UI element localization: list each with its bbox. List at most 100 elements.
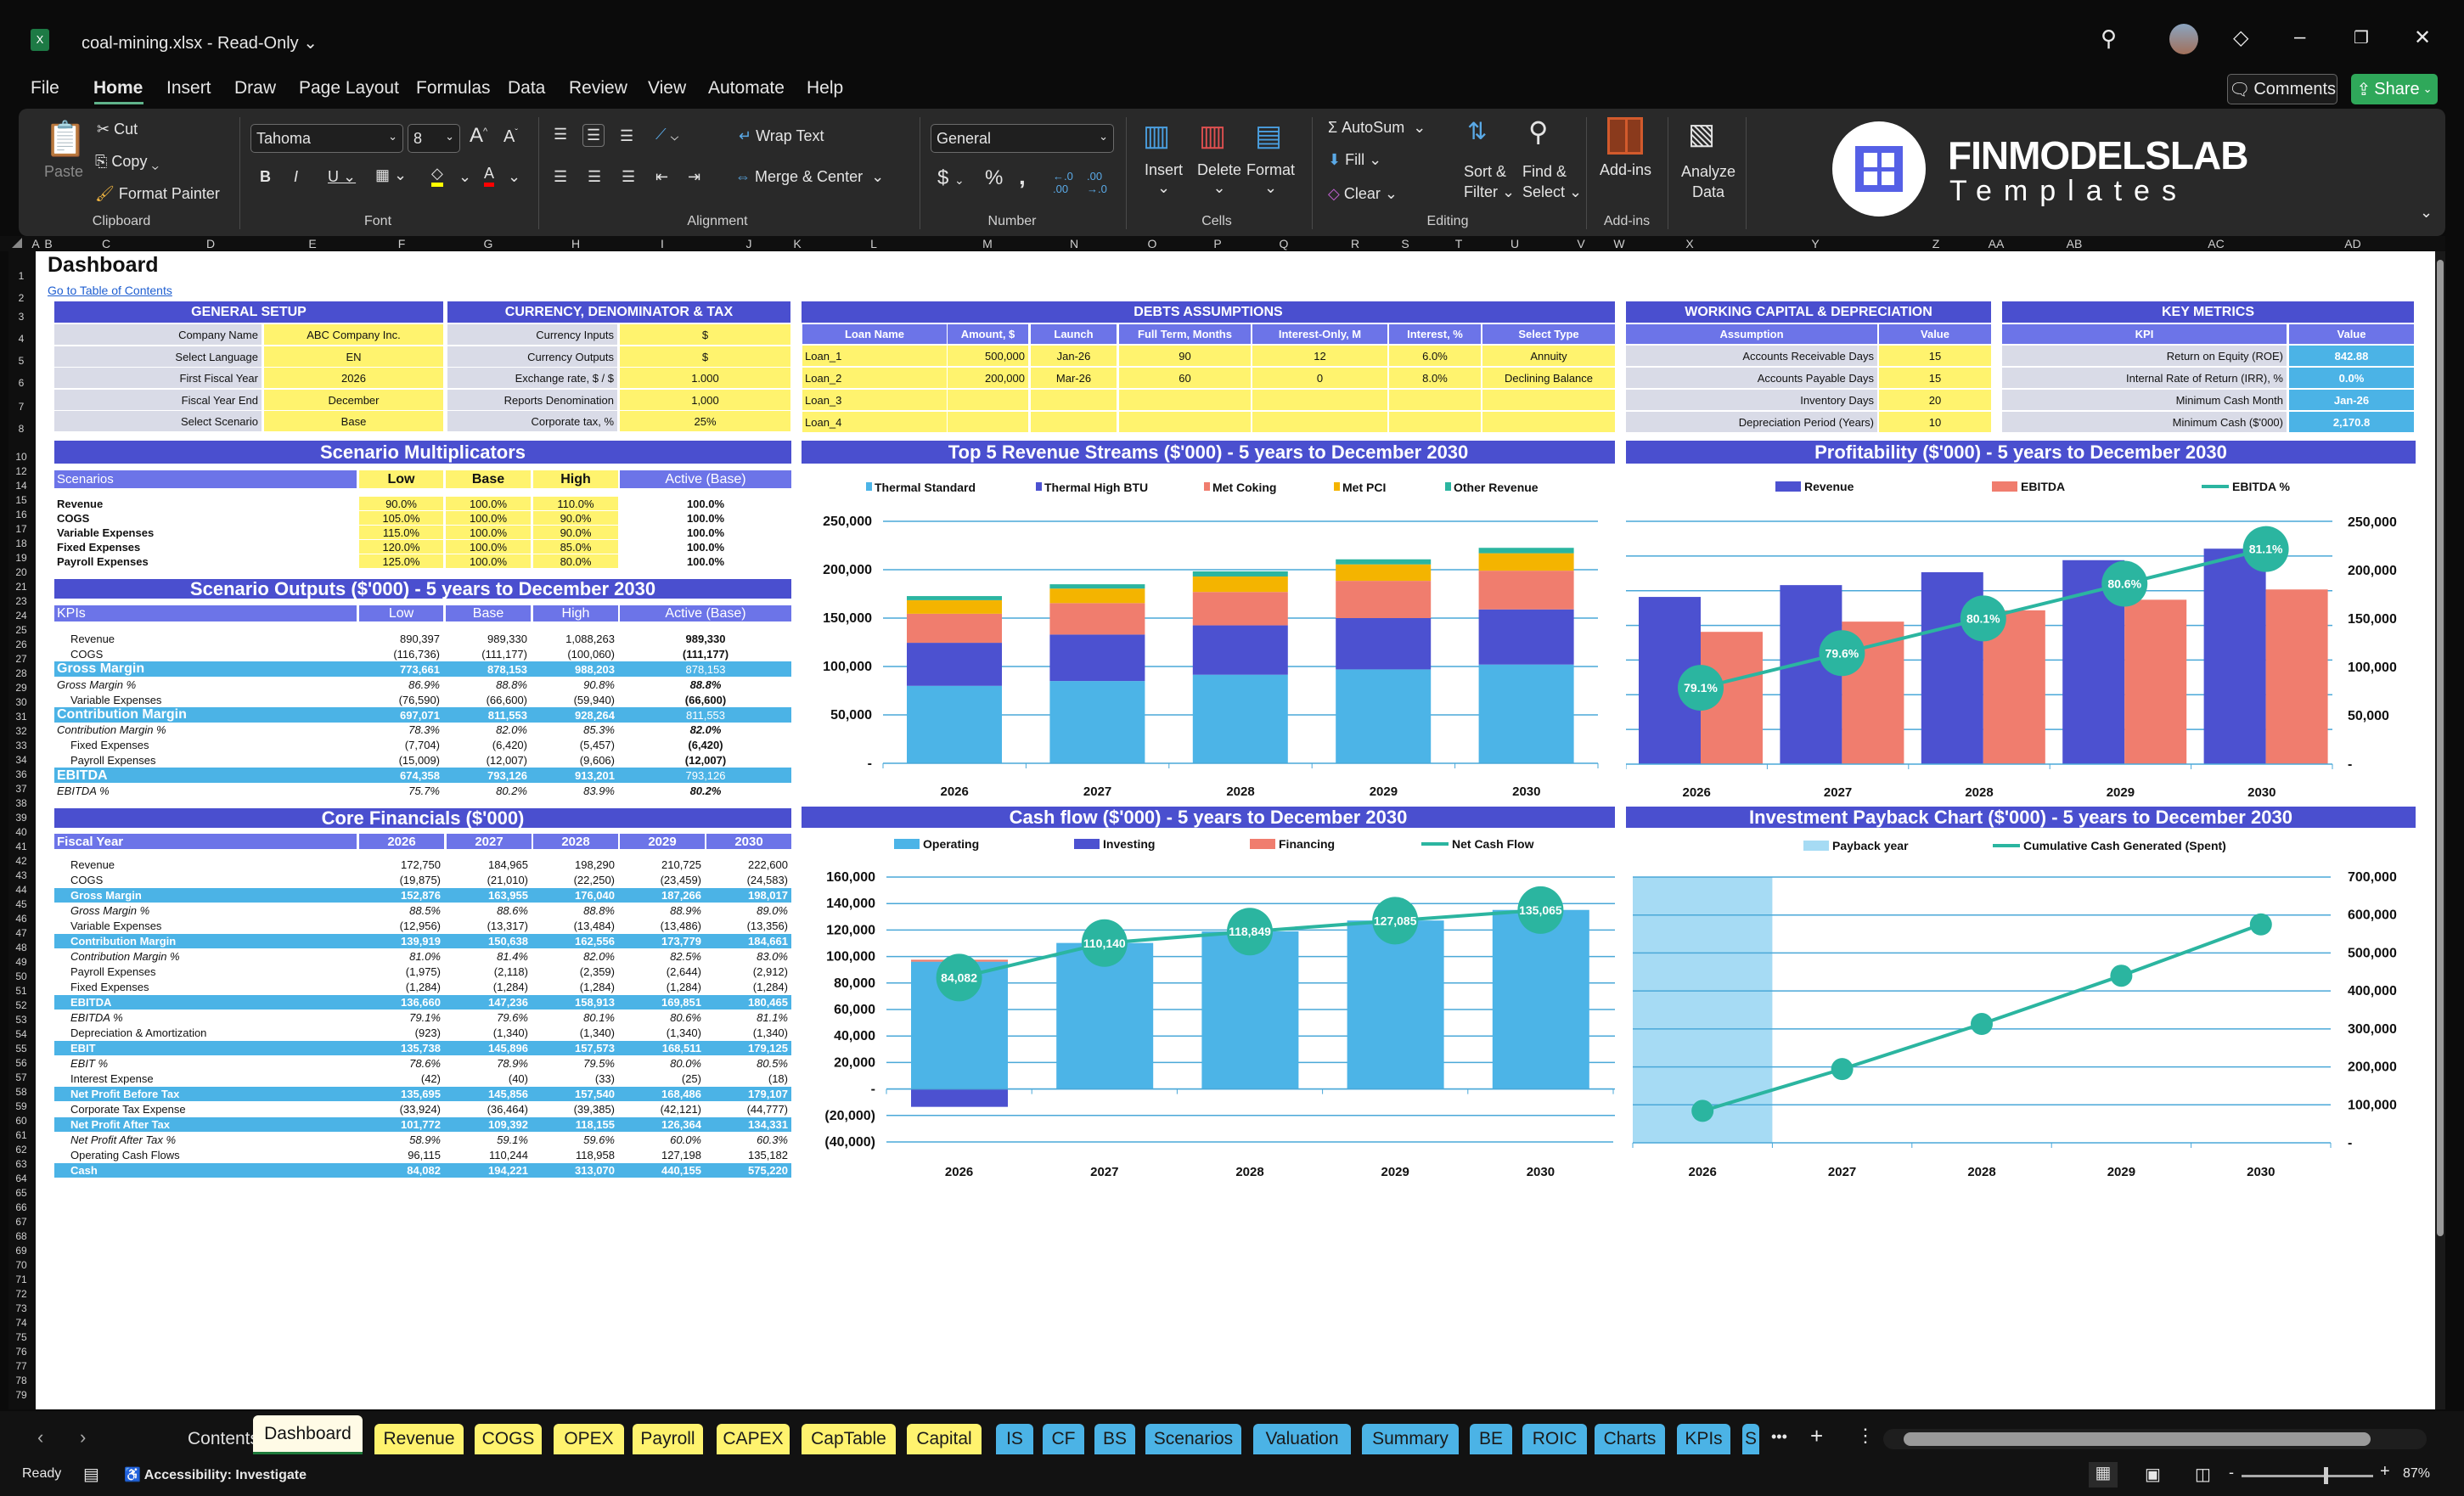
multiplier-value[interactable]: 100.0%: [446, 497, 531, 510]
debts-cell[interactable]: 8.0%: [1389, 368, 1481, 388]
column-header[interactable]: I: [661, 237, 664, 250]
share-button[interactable]: ⇪ Share ⌄: [2351, 74, 2438, 104]
row-header[interactable]: 44: [15, 884, 27, 896]
row-header[interactable]: 62: [15, 1144, 27, 1156]
insert-cells-icon[interactable]: ▥: [1143, 120, 1171, 152]
addins-icon[interactable]: [1607, 117, 1643, 155]
debts-cell[interactable]: [1482, 412, 1615, 432]
fill-color-icon[interactable]: ◇: [431, 165, 443, 187]
debts-cell[interactable]: [1482, 390, 1615, 410]
avatar[interactable]: [2169, 24, 2198, 54]
font-color-icon[interactable]: A: [484, 165, 495, 187]
multiplier-value[interactable]: 100.0%: [446, 511, 531, 525]
setup-value[interactable]: EN: [264, 346, 443, 367]
increase-indent-icon[interactable]: ⇥: [688, 168, 701, 185]
row-header[interactable]: 5: [18, 355, 25, 367]
sheet-tab-bs[interactable]: BS: [1094, 1424, 1135, 1454]
debts-cell[interactable]: 500,000: [948, 346, 1028, 366]
row-header[interactable]: 3: [18, 311, 25, 323]
sheet-tab-valuation[interactable]: Valuation: [1253, 1424, 1351, 1454]
menu-file[interactable]: File: [31, 78, 59, 98]
column-header[interactable]: AD: [2344, 237, 2361, 250]
wrap-text-button[interactable]: ↵ Wrap Text: [739, 127, 824, 145]
wc-value[interactable]: 15: [1879, 368, 1991, 388]
page-break-view-icon[interactable]: ◫: [2195, 1465, 2211, 1484]
align-middle-icon[interactable]: ☰: [582, 124, 605, 147]
row-header[interactable]: 66: [15, 1201, 27, 1213]
next-sheet-icon[interactable]: ›: [80, 1426, 87, 1448]
row-header[interactable]: 40: [15, 826, 27, 838]
row-header[interactable]: 41: [15, 841, 27, 852]
wc-value[interactable]: 20: [1879, 390, 1991, 410]
comma-icon[interactable]: ,: [1019, 163, 1026, 189]
row-header[interactable]: 43: [15, 869, 27, 881]
column-header[interactable]: J: [745, 237, 752, 250]
debts-cell[interactable]: Declining Balance: [1482, 368, 1615, 388]
row-header[interactable]: 49: [15, 956, 27, 968]
column-header[interactable]: G: [483, 237, 493, 250]
sheet-tab-revenue[interactable]: Revenue: [374, 1424, 464, 1454]
currency-value[interactable]: 1.000: [620, 368, 790, 388]
debts-cell[interactable]: 60: [1119, 368, 1251, 388]
debts-cell[interactable]: Mar-26: [1031, 368, 1117, 388]
sheet-tab-contents[interactable]: Contents: [187, 1429, 260, 1448]
window-title[interactable]: coal-mining.xlsx - Read-Only ⌄: [82, 32, 318, 53]
row-header[interactable]: 76: [15, 1346, 27, 1358]
row-header[interactable]: 67: [15, 1216, 27, 1228]
multiplier-value[interactable]: 100.0%: [446, 554, 531, 568]
menu-home[interactable]: Home: [93, 78, 143, 98]
row-header[interactable]: 58: [15, 1086, 27, 1098]
row-header[interactable]: 63: [15, 1158, 27, 1170]
setup-value[interactable]: Base: [264, 411, 443, 431]
sheet-tab-charts[interactable]: Charts: [1595, 1424, 1665, 1454]
column-header[interactable]: U: [1510, 237, 1520, 250]
row-header[interactable]: 23: [15, 595, 27, 607]
column-header[interactable]: S: [1401, 237, 1409, 250]
minimize-icon[interactable]: –: [2294, 25, 2306, 48]
column-header[interactable]: Q: [1279, 237, 1289, 250]
column-header[interactable]: O: [1147, 237, 1157, 250]
row-header[interactable]: 72: [15, 1288, 27, 1300]
row-header[interactable]: 2: [18, 292, 25, 304]
sheet-tab-payroll[interactable]: Payroll: [633, 1424, 703, 1454]
orientation-icon[interactable]: ⟋ ⌄: [655, 126, 679, 143]
row-header[interactable]: 12: [15, 465, 27, 477]
column-header[interactable]: L: [870, 237, 877, 250]
sheet-tab-summary[interactable]: Summary: [1362, 1424, 1459, 1454]
multiplier-value[interactable]: 100.0%: [446, 526, 531, 539]
format-cells-icon[interactable]: ▤: [1255, 120, 1283, 152]
row-header[interactable]: 31: [15, 711, 27, 723]
align-bottom-icon[interactable]: ☰: [620, 127, 634, 144]
find-icon[interactable]: ⚲: [1528, 116, 1549, 147]
row-header[interactable]: 54: [15, 1028, 27, 1040]
currency-value[interactable]: $: [620, 346, 790, 367]
zoom-slider[interactable]: [2242, 1467, 2373, 1484]
sheet-tab-captable[interactable]: CapTable: [802, 1424, 896, 1454]
row-header[interactable]: 75: [15, 1331, 27, 1343]
scroll-thumb[interactable]: [1904, 1432, 2371, 1446]
zoom-slider-thumb[interactable]: [2324, 1467, 2328, 1484]
increase-font-icon[interactable]: A^: [470, 124, 488, 147]
row-header[interactable]: 29: [15, 682, 27, 694]
row-header[interactable]: 6: [18, 377, 25, 389]
menu-data[interactable]: Data: [508, 78, 546, 98]
sort-filter-button[interactable]: Sort & Filter ⌄: [1464, 163, 1516, 200]
multiplier-value[interactable]: 90.0%: [359, 497, 443, 510]
row-header[interactable]: 73: [15, 1302, 27, 1314]
font-name-select[interactable]: Tahoma ⌄: [250, 124, 403, 153]
multiplier-value[interactable]: 105.0%: [359, 511, 443, 525]
column-header[interactable]: K: [793, 237, 802, 250]
sheet-tab-roic[interactable]: ROIC: [1522, 1424, 1587, 1454]
toc-link[interactable]: Go to Table of Contents: [48, 284, 172, 297]
row-header[interactable]: 59: [15, 1100, 27, 1112]
find-select-button[interactable]: Find & Select ⌄: [1522, 163, 1583, 200]
row-header[interactable]: 24: [15, 610, 27, 621]
multiplier-value[interactable]: 100.0%: [446, 540, 531, 554]
decrease-indent-icon[interactable]: ⇤: [655, 168, 669, 185]
sheet-tab-cf[interactable]: CF: [1043, 1424, 1084, 1454]
column-header[interactable]: N: [1069, 237, 1079, 250]
autosum-button[interactable]: Σ AutoSum ⌄: [1328, 119, 1426, 136]
row-header[interactable]: 28: [15, 667, 27, 679]
setup-value[interactable]: 2026: [264, 368, 443, 388]
menu-draw[interactable]: Draw: [234, 78, 277, 98]
